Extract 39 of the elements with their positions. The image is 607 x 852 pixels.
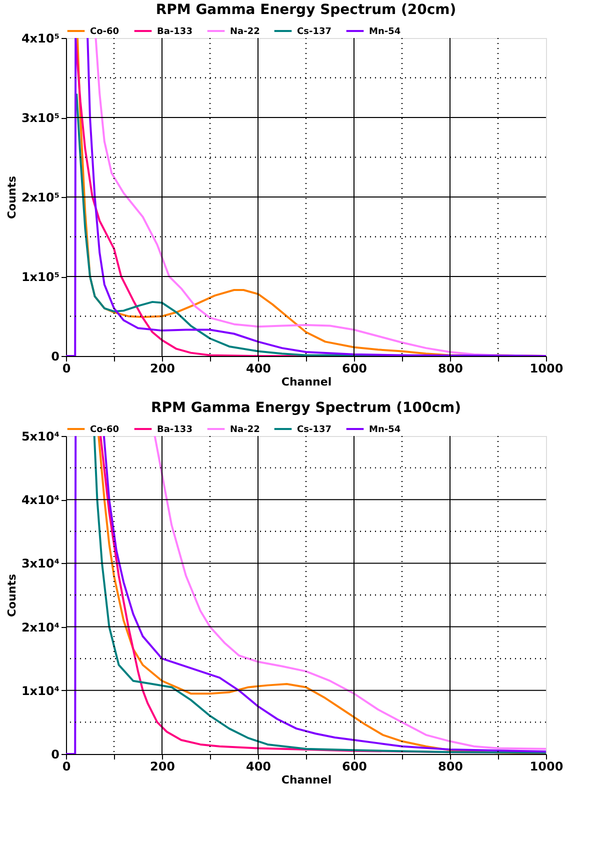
y-tick-label: 1x10⁴ (21, 684, 60, 698)
x-tick-label: 200 (150, 760, 176, 774)
legend-label: Cs-137 (297, 27, 332, 37)
legend-label: Cs-137 (297, 425, 332, 435)
y-tick-label: 4x10⁵ (21, 32, 60, 46)
legend-label: Ba-133 (157, 425, 192, 435)
y-tick-label: 1x10⁵ (21, 270, 60, 284)
y-tick-label: 0 (51, 748, 60, 762)
x-tick-label: 200 (150, 362, 176, 376)
x-axis-title: Channel (281, 376, 332, 388)
y-tick-label: 0 (51, 350, 60, 364)
y-tick-label: 5x10⁴ (21, 430, 60, 444)
y-tick-label: 3x10⁴ (21, 556, 60, 571)
x-tick-label: 0 (62, 760, 71, 774)
x-tick-label: 0 (62, 362, 71, 376)
legend-label: Co-60 (90, 425, 120, 435)
chart-title: RPM Gamma Energy Spectrum (20cm) (156, 2, 456, 18)
x-axis-title: Channel (281, 774, 332, 786)
y-axis-title: Counts (5, 574, 18, 618)
y-tick-label: 4x10⁴ (21, 493, 60, 508)
legend-label: Ba-133 (157, 27, 192, 37)
x-tick-label: 1000 (530, 760, 564, 774)
legend-label: Na-22 (230, 425, 260, 435)
x-tick-label: 800 (438, 362, 464, 376)
chart-title: RPM Gamma Energy Spectrum (100cm) (150, 400, 462, 416)
y-axis-title: Counts (5, 176, 18, 220)
x-tick-label: 800 (438, 760, 464, 774)
legend-label: Co-60 (90, 27, 120, 37)
legend-label: Na-22 (230, 27, 260, 37)
x-tick-label: 1000 (530, 362, 564, 376)
x-tick-label: 400 (246, 362, 272, 376)
y-tick-label: 2x10⁴ (21, 620, 60, 634)
legend-label: Mn-54 (369, 27, 401, 37)
x-tick-label: 400 (246, 760, 272, 774)
x-tick-label: 600 (342, 760, 368, 774)
x-tick-label: 600 (342, 362, 368, 376)
legend-label: Mn-54 (369, 425, 401, 435)
y-tick-label: 2x10⁵ (21, 190, 60, 204)
y-tick-label: 3x10⁵ (21, 111, 60, 125)
